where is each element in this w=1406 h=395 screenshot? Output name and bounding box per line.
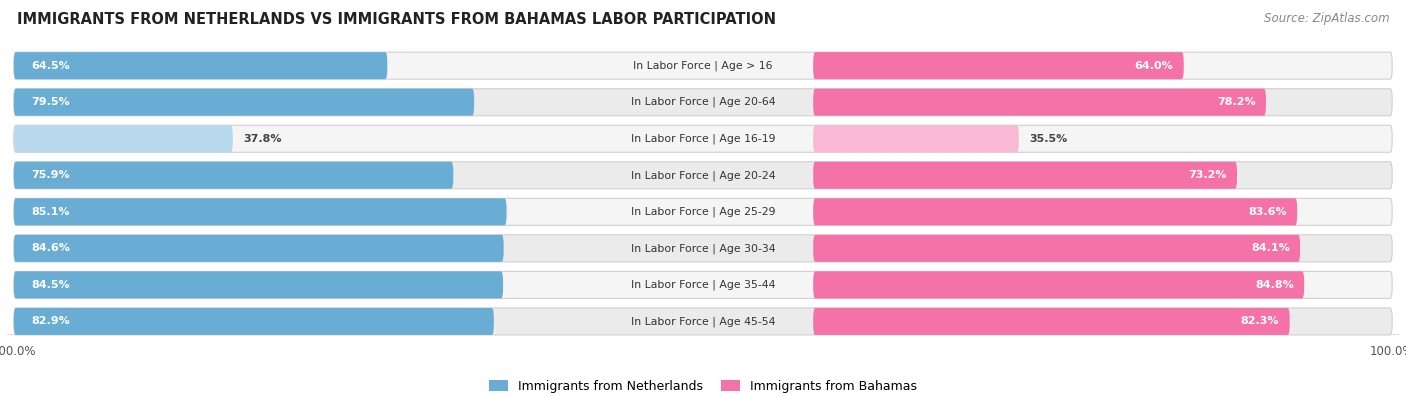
FancyBboxPatch shape bbox=[813, 308, 1289, 335]
Text: In Labor Force | Age 45-54: In Labor Force | Age 45-54 bbox=[631, 316, 775, 327]
Text: In Labor Force | Age 35-44: In Labor Force | Age 35-44 bbox=[631, 280, 775, 290]
Text: 64.5%: 64.5% bbox=[31, 61, 70, 71]
FancyBboxPatch shape bbox=[813, 52, 1184, 79]
FancyBboxPatch shape bbox=[813, 162, 1237, 189]
Text: 37.8%: 37.8% bbox=[243, 134, 281, 144]
FancyBboxPatch shape bbox=[14, 89, 474, 116]
Text: 73.2%: 73.2% bbox=[1188, 170, 1226, 180]
Text: In Labor Force | Age 25-29: In Labor Force | Age 25-29 bbox=[631, 207, 775, 217]
FancyBboxPatch shape bbox=[14, 308, 1392, 335]
Text: 84.1%: 84.1% bbox=[1251, 243, 1289, 253]
FancyBboxPatch shape bbox=[14, 162, 453, 189]
FancyBboxPatch shape bbox=[813, 89, 1265, 116]
Text: 83.6%: 83.6% bbox=[1249, 207, 1286, 217]
Text: 84.8%: 84.8% bbox=[1256, 280, 1294, 290]
Text: Source: ZipAtlas.com: Source: ZipAtlas.com bbox=[1264, 12, 1389, 25]
Text: In Labor Force | Age > 16: In Labor Force | Age > 16 bbox=[633, 60, 773, 71]
FancyBboxPatch shape bbox=[14, 198, 1392, 225]
FancyBboxPatch shape bbox=[14, 52, 1392, 79]
FancyBboxPatch shape bbox=[14, 125, 1392, 152]
Legend: Immigrants from Netherlands, Immigrants from Bahamas: Immigrants from Netherlands, Immigrants … bbox=[484, 375, 922, 395]
Text: 82.3%: 82.3% bbox=[1240, 316, 1279, 326]
FancyBboxPatch shape bbox=[14, 271, 503, 298]
Text: 84.6%: 84.6% bbox=[31, 243, 70, 253]
FancyBboxPatch shape bbox=[813, 235, 1301, 262]
FancyBboxPatch shape bbox=[14, 162, 1392, 189]
Text: 79.5%: 79.5% bbox=[31, 97, 70, 107]
Text: 64.0%: 64.0% bbox=[1135, 61, 1174, 71]
Text: IMMIGRANTS FROM NETHERLANDS VS IMMIGRANTS FROM BAHAMAS LABOR PARTICIPATION: IMMIGRANTS FROM NETHERLANDS VS IMMIGRANT… bbox=[17, 12, 776, 27]
Text: 82.9%: 82.9% bbox=[31, 316, 70, 326]
FancyBboxPatch shape bbox=[14, 52, 387, 79]
Text: 75.9%: 75.9% bbox=[31, 170, 70, 180]
FancyBboxPatch shape bbox=[14, 235, 1392, 262]
Text: In Labor Force | Age 20-64: In Labor Force | Age 20-64 bbox=[631, 97, 775, 107]
Text: In Labor Force | Age 30-34: In Labor Force | Age 30-34 bbox=[631, 243, 775, 254]
Text: 35.5%: 35.5% bbox=[1029, 134, 1067, 144]
Text: 78.2%: 78.2% bbox=[1218, 97, 1256, 107]
FancyBboxPatch shape bbox=[14, 89, 1392, 116]
FancyBboxPatch shape bbox=[14, 308, 494, 335]
Text: 85.1%: 85.1% bbox=[31, 207, 70, 217]
FancyBboxPatch shape bbox=[14, 235, 503, 262]
Text: In Labor Force | Age 20-24: In Labor Force | Age 20-24 bbox=[631, 170, 775, 181]
FancyBboxPatch shape bbox=[813, 198, 1298, 225]
FancyBboxPatch shape bbox=[813, 125, 1019, 152]
Text: 84.5%: 84.5% bbox=[31, 280, 70, 290]
Text: In Labor Force | Age 16-19: In Labor Force | Age 16-19 bbox=[631, 134, 775, 144]
FancyBboxPatch shape bbox=[813, 271, 1305, 298]
FancyBboxPatch shape bbox=[14, 271, 1392, 298]
FancyBboxPatch shape bbox=[14, 125, 233, 152]
FancyBboxPatch shape bbox=[14, 198, 506, 225]
